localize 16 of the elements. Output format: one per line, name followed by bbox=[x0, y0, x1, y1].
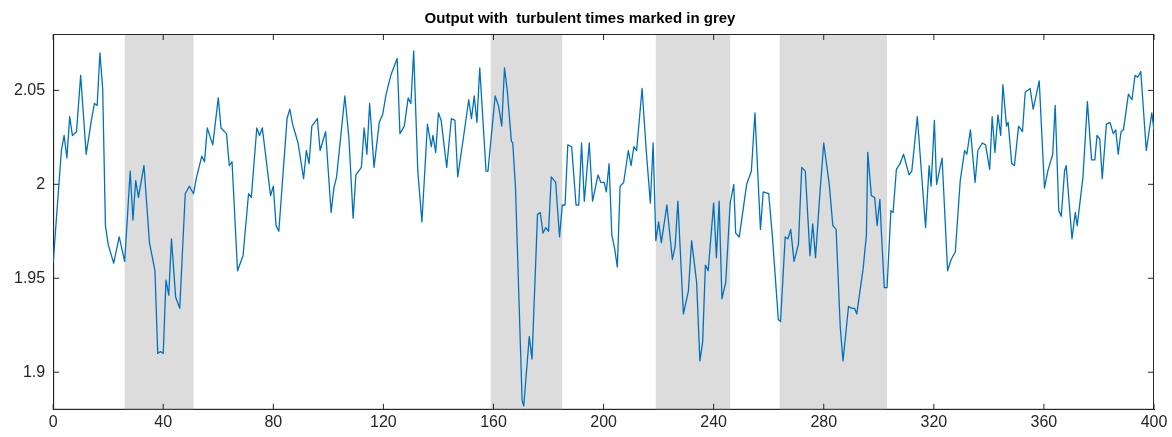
x-tick-label: 200 bbox=[590, 412, 618, 430]
x-tick-label: 240 bbox=[700, 412, 728, 430]
x-tick-label: 320 bbox=[920, 412, 948, 430]
chart-title: Output with turbulent times marked in grey bbox=[424, 9, 737, 27]
x-tick-label: 80 bbox=[264, 412, 283, 430]
x-tick-label: 400 bbox=[1140, 412, 1168, 430]
x-tick-label: 40 bbox=[154, 412, 173, 430]
x-tick-label: 0 bbox=[48, 412, 58, 430]
x-tick-label: 120 bbox=[370, 412, 397, 430]
x-tick-label: 160 bbox=[480, 412, 507, 430]
x-tick-label: 280 bbox=[810, 412, 838, 430]
y-tick-label: 2.05 bbox=[14, 80, 46, 98]
y-tick-label: 1.9 bbox=[22, 362, 46, 380]
y-tick-label: 1.95 bbox=[14, 268, 46, 286]
y-tick-label: 2 bbox=[36, 174, 46, 192]
x-tick-label: 360 bbox=[1030, 412, 1058, 430]
